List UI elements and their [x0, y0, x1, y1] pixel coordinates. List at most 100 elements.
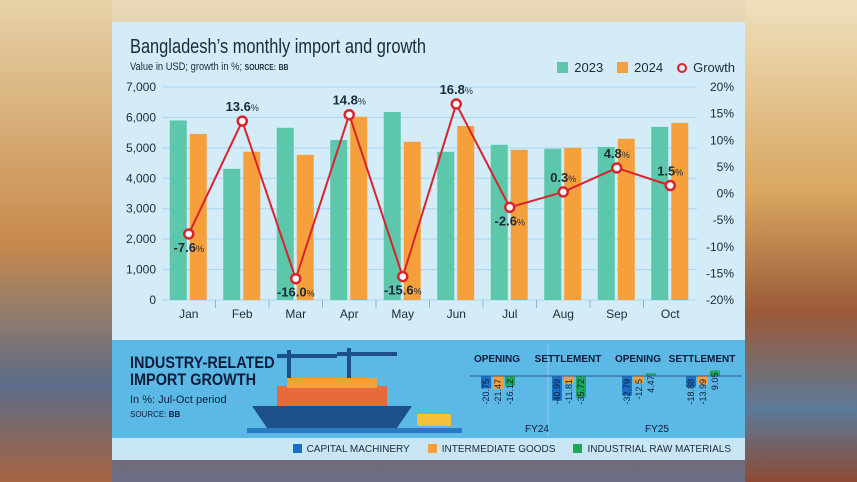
- legend-label: INDUSTRIAL RAW MATERIALS: [587, 443, 731, 455]
- category-label: SETTLEMENT: [669, 354, 736, 365]
- data-label: -40.99: [552, 379, 562, 405]
- growth-data-label: 1.5%: [657, 164, 683, 179]
- data-label: 4.47: [646, 375, 656, 393]
- growth-point-Jan: [183, 228, 195, 240]
- bar-0-2: [622, 376, 632, 396]
- bar-2023-Jan: [169, 120, 187, 300]
- bar-2024-Jun: [457, 125, 475, 300]
- bar-0-1: [552, 376, 562, 401]
- growth-point-May: [397, 270, 409, 283]
- industry-subtitle: In %: Jul-Oct period: [130, 394, 227, 406]
- y2-tick-label: 0%: [717, 187, 735, 201]
- legend-label: Growth: [693, 60, 735, 75]
- y2-tick-label: 20%: [710, 80, 734, 94]
- growth-data-label: -7.6%: [174, 240, 204, 255]
- y2-tick-label: -15%: [706, 266, 734, 280]
- y2-tick-label: 15%: [710, 107, 734, 121]
- bar-1-2: [634, 376, 644, 384]
- bar-2023-Sep: [597, 146, 615, 300]
- group-label: FY24: [525, 424, 549, 435]
- bar-2023-Apr: [330, 139, 348, 300]
- y-tick-label: 1,000: [126, 263, 156, 277]
- bar-2024-Oct: [671, 122, 689, 300]
- legend-2023: 2023: [557, 60, 603, 75]
- legend-label: CAPITAL MACHINERY: [306, 443, 410, 455]
- industry-chart: OPENING -20.75 -21.47 -16.12 SETTLEMENT -40.9…: [470, 344, 742, 436]
- growth-point-Jul: [504, 201, 516, 214]
- data-label: -21.47: [493, 379, 503, 405]
- category-label: SETTLEMENT: [535, 354, 602, 365]
- industry-legend: CAPITAL MACHINERY INTERMEDIATE GOODS IND…: [112, 438, 745, 460]
- y2-tick-label: -10%: [706, 240, 734, 254]
- legend-swatch-2024: [617, 62, 629, 73]
- source-label: SOURCE:: [130, 410, 167, 419]
- data-label: -12.5: [634, 379, 644, 400]
- y2-tick-label: -20%: [706, 293, 734, 307]
- data-label: -20.75: [481, 379, 491, 405]
- growth-data-label: 4.8%: [604, 146, 630, 161]
- x-tick-label: Oct: [661, 307, 680, 321]
- y-tick-label: 3,000: [126, 202, 156, 216]
- y-tick-label: 5,000: [126, 141, 156, 155]
- chart-subtitle: Value in USD; growth in %; SOURCE: BB: [130, 61, 288, 73]
- cargo-ship-illustration: [247, 348, 462, 433]
- growth-line: [187, 101, 671, 282]
- industry-panel: OPENING -20.75 -21.47 -16.12 SETTLEMENT -40.9…: [112, 340, 745, 438]
- bar-2024-Apr: [350, 116, 368, 300]
- x-tick-label: Jul: [502, 307, 517, 321]
- legend-swatch: [292, 443, 302, 453]
- bar-2-0: [505, 376, 515, 386]
- bar-2-2: [646, 373, 656, 376]
- bar-2023-Oct: [651, 126, 669, 301]
- legend-label: 2023: [574, 60, 604, 75]
- bar-2024-Sep: [617, 138, 635, 300]
- bar-2023-May: [383, 111, 401, 300]
- y-tick-label: 4,000: [126, 171, 156, 185]
- growth-data-label: -15.6%: [384, 283, 422, 298]
- x-tick-label: Jan: [179, 307, 198, 321]
- growth-data-label: 13.6%: [226, 99, 259, 114]
- data-label: -16.12: [505, 379, 515, 405]
- source-value: BB: [278, 63, 289, 72]
- bar-1-3: [698, 376, 708, 385]
- category-label: OPENING: [615, 354, 661, 365]
- legend-swatch-2023: [557, 62, 569, 73]
- data-label: -13.99: [698, 379, 708, 405]
- infographic-card: 0 1,000 2,000 3,000 4,000 5,000 6,000 7,000 -20%…: [112, 22, 745, 460]
- x-tick-label: Mar: [285, 307, 306, 321]
- industry-title: INDUSTRY-RELATED IMPORT GROWTH: [130, 353, 275, 389]
- legend-growth: Growth: [677, 60, 735, 75]
- y2-tick-label: -5%: [713, 213, 735, 227]
- x-tick-label: Aug: [553, 307, 574, 321]
- bar-2024-Jan: [189, 133, 207, 300]
- data-label: 9.05: [710, 373, 720, 391]
- y2-tick-label: 10%: [710, 133, 734, 147]
- growth-data-label: 0.3%: [550, 170, 576, 185]
- subtitle-text: Value in USD; growth in %;: [130, 61, 243, 73]
- background-image-right: [745, 0, 857, 482]
- bar-2023-Mar: [276, 127, 294, 300]
- y-tick-label: 0: [149, 293, 156, 307]
- bar-2023-Jun: [437, 151, 455, 300]
- legend-label: INTERMEDIATE GOODS: [441, 443, 556, 455]
- group-label: FY25: [645, 424, 669, 435]
- growth-marker-icon: [677, 63, 688, 73]
- growth-point-Apr: [343, 108, 355, 121]
- category-label: OPENING: [474, 354, 520, 365]
- x-tick-label: Jun: [447, 307, 466, 321]
- bar-2024-Jul: [510, 149, 528, 300]
- legend-swatch: [427, 443, 437, 453]
- growth-data-label: 16.8%: [440, 82, 473, 97]
- y-tick-label: 2,000: [126, 232, 156, 246]
- x-tick-label: Apr: [340, 307, 359, 321]
- growth-data-label: -2.6%: [495, 213, 525, 228]
- x-tick-label: Sep: [606, 307, 628, 321]
- legend: 2023 2024 Growth: [557, 60, 735, 75]
- y-tick-label: 6,000: [126, 110, 156, 124]
- chart-title: Bangladesh’s monthly import and growth: [130, 36, 426, 58]
- legend-raw: INDUSTRIAL RAW MATERIALS: [573, 443, 731, 455]
- data-label: -18.88: [686, 379, 696, 405]
- bar-1-1: [564, 376, 574, 384]
- legend-swatch: [573, 443, 583, 453]
- growth-point-Sep: [611, 162, 623, 174]
